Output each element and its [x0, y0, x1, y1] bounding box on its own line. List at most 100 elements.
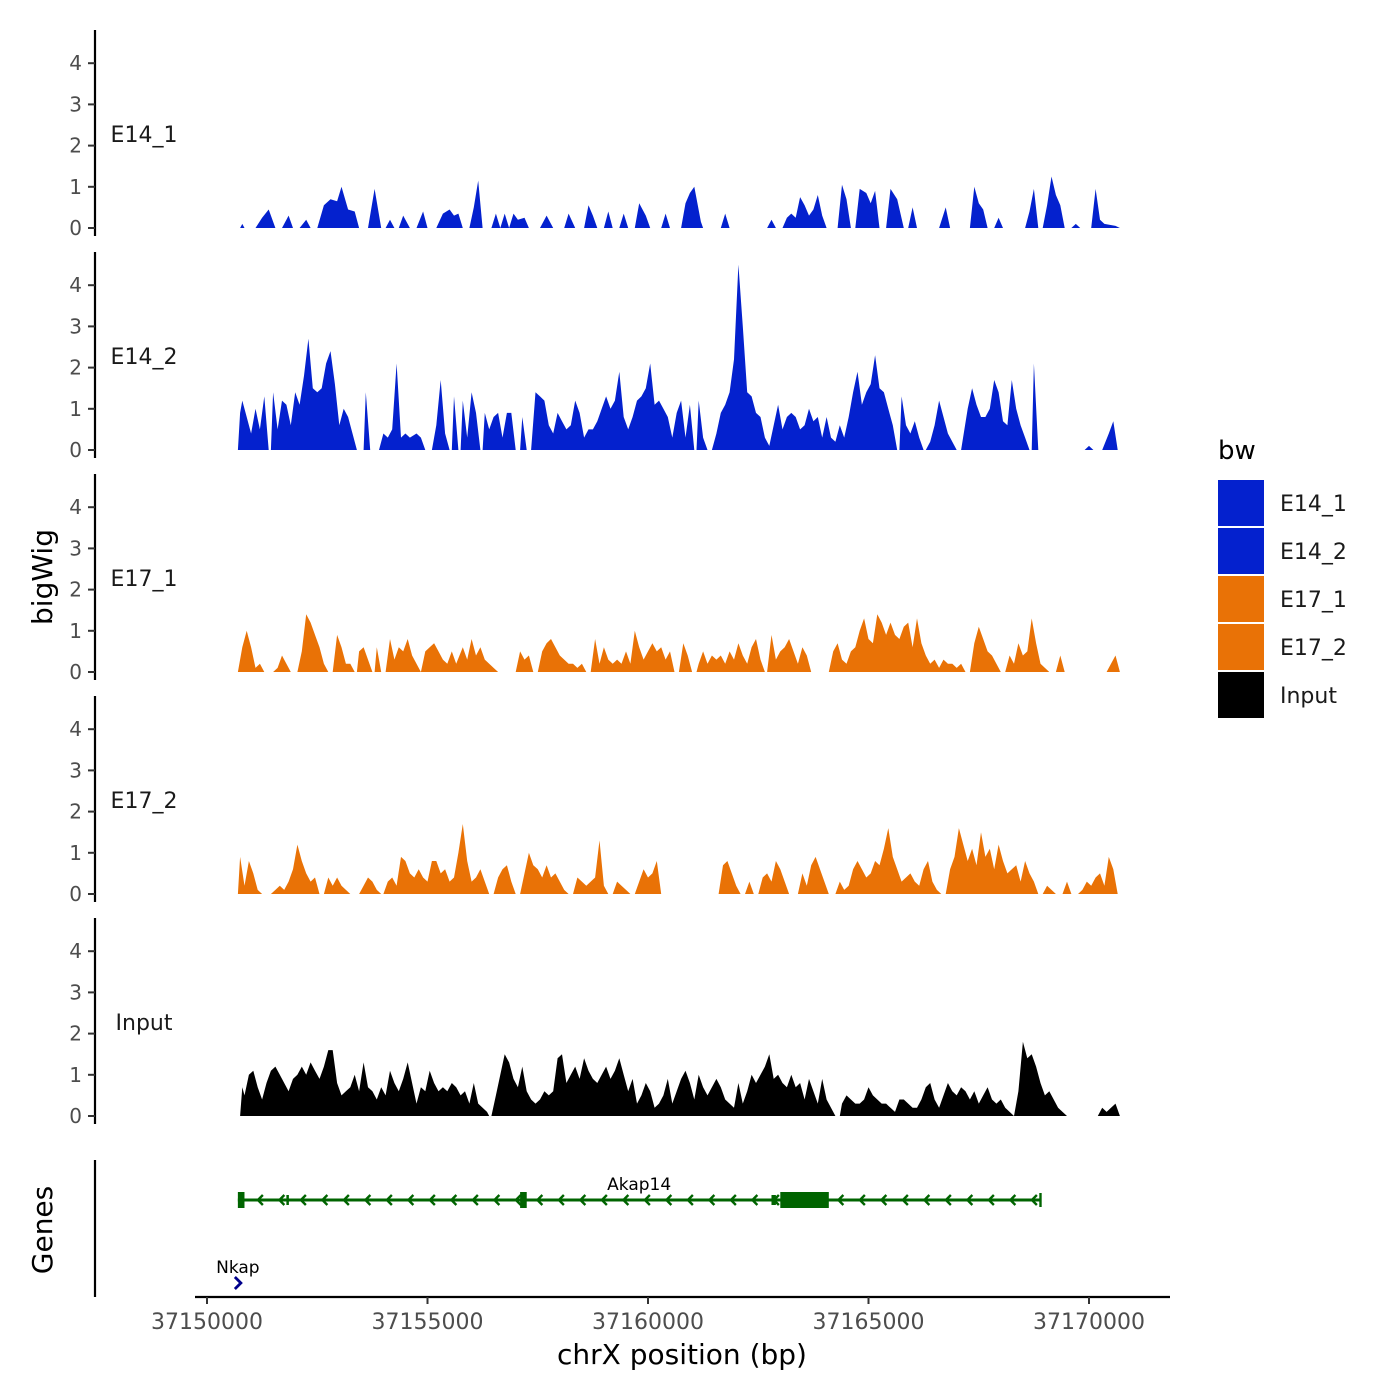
track-E14_2: 0 1 2 3 4 E14_2 — [69, 252, 1118, 462]
legend-label-E14_2: E14_2 — [1280, 540, 1347, 565]
y-tick-label-E14_1-0: 0 — [69, 216, 82, 240]
track-E17_2: 0 1 2 3 4 E17_2 — [69, 696, 1118, 906]
strand-arrow — [664, 1194, 673, 1206]
legend-swatch-E17_1 — [1218, 576, 1264, 622]
legend-title: bw — [1218, 436, 1256, 466]
strand-arrow — [256, 1194, 264, 1206]
strand-arrow — [922, 1194, 931, 1206]
exon-Akap14-2 — [520, 1192, 527, 1208]
strand-arrow — [514, 1194, 522, 1206]
track-label-E17_1: E17_1 — [111, 567, 178, 592]
strand-arrow — [428, 1194, 436, 1206]
genes-panel: Akap14 Nkap — [93, 1160, 1042, 1297]
track-label-E17_2: E17_2 — [111, 789, 178, 814]
x-tick-label-37150000: 37150000 — [151, 1310, 263, 1335]
strand-arrow — [858, 1194, 866, 1206]
x-tick-label-37165000: 37165000 — [813, 1310, 925, 1335]
strand-arrow — [643, 1194, 651, 1206]
x-tick-label-37155000: 37155000 — [372, 1310, 484, 1335]
y-tick-label-E14_1-4: 4 — [69, 51, 82, 75]
strand-arrow — [1030, 1194, 1038, 1206]
gene-label-Nkap: Nkap — [216, 1258, 259, 1278]
legend-label-E14_1: E14_1 — [1280, 492, 1347, 517]
y-tick-label-E14_2-2: 2 — [69, 356, 82, 380]
strand-arrow — [729, 1194, 737, 1206]
strand-arrow — [406, 1194, 415, 1206]
y-tick-label-Input-1: 1 — [69, 1063, 82, 1087]
y-tick-label-Input-3: 3 — [69, 980, 82, 1004]
y-tick-label-E17_1-3: 3 — [69, 536, 82, 560]
strand-arrow — [557, 1194, 565, 1206]
strand-arrow — [621, 1194, 630, 1206]
area-E14_2 — [237, 264, 1118, 450]
x-tick-label-37160000: 37160000 — [592, 1310, 704, 1335]
y-tick-label-E17_2-0: 0 — [69, 882, 82, 906]
bigwig-tracks: 0 1 2 3 4 E14_1 0 1 2 3 4 E14_2 0 1 2 3 4 E17_1 0 1 2 3 4 E17_2… — [69, 30, 1120, 1128]
y-tick-label-E17_2-1: 1 — [69, 841, 82, 865]
exon-Akap14-1 — [237, 1192, 245, 1208]
y-tick-label-E14_1-1: 1 — [69, 175, 82, 199]
y-tick-label-E17_2-3: 3 — [69, 758, 82, 782]
exon-Akap14-5 — [771, 1195, 776, 1205]
legend-swatch-Input — [1218, 672, 1264, 718]
strand-arrow — [836, 1194, 845, 1206]
gene-label-Akap14: Akap14 — [607, 1175, 671, 1195]
exon-Akap14-4 — [286, 1195, 289, 1205]
y-tick-label-Input-0: 0 — [69, 1104, 82, 1128]
y-axis-title: bigWig — [26, 529, 59, 625]
strand-arrow — [944, 1194, 952, 1206]
y-tick-label-E17_1-0: 0 — [69, 660, 82, 684]
strand-arrow — [471, 1194, 479, 1206]
strand-arrow — [277, 1194, 286, 1206]
track-label-E14_1: E14_1 — [111, 123, 178, 148]
x-tick-label-37170000: 37170000 — [1033, 1310, 1145, 1335]
strand-arrow — [686, 1194, 694, 1206]
track-E14_1: 0 1 2 3 4 E14_1 — [69, 30, 1120, 240]
y-tick-label-E17_1-4: 4 — [69, 495, 82, 519]
strand-arrow — [342, 1194, 350, 1206]
y-tick-label-E14_2-4: 4 — [69, 273, 82, 297]
strand-arrow — [492, 1194, 501, 1206]
y-tick-label-E14_1-2: 2 — [69, 134, 82, 158]
strand-arrow — [320, 1194, 329, 1206]
area-E17_2 — [237, 824, 1118, 894]
gene-Nkap: Nkap — [216, 1258, 260, 1290]
strand-arrow — [987, 1194, 995, 1206]
strand-arrow — [901, 1194, 909, 1206]
y-tick-label-Input-4: 4 — [69, 939, 82, 963]
strand-arrow — [879, 1194, 888, 1206]
strand-arrow — [535, 1194, 544, 1206]
genes-axis-title: Genes — [26, 1186, 59, 1274]
legend-swatch-E17_2 — [1218, 624, 1264, 670]
strand-arrow — [965, 1194, 974, 1206]
strand-arrow — [1008, 1194, 1017, 1206]
strand-arrow — [600, 1194, 608, 1206]
y-tick-label-E14_1-3: 3 — [69, 92, 82, 116]
legend: bw E14_1 E14_2 E17_1 E17_2 Input — [1218, 436, 1347, 718]
track-Input: 0 1 2 3 4 Input — [69, 918, 1120, 1128]
legend-label-E17_2: E17_2 — [1280, 636, 1347, 661]
track-E17_1: 0 1 2 3 4 E17_1 — [69, 474, 1120, 684]
strand-arrow — [750, 1194, 759, 1206]
y-tick-label-E14_2-0: 0 — [69, 438, 82, 462]
x-axis-title: chrX position (bp) — [557, 1338, 807, 1371]
area-E14_1 — [240, 176, 1120, 228]
y-tick-label-E14_2-3: 3 — [69, 314, 82, 338]
exon-Akap14-3 — [780, 1192, 829, 1208]
y-tick-label-E17_2-4: 4 — [69, 717, 82, 741]
x-axis: 37150000 37155000 37160000 37165000 37170000 — [151, 1295, 1170, 1335]
gene-Akap14: Akap14 — [237, 1175, 1042, 1208]
y-tick-label-E14_2-1: 1 — [69, 397, 82, 421]
strand-arrow — [363, 1194, 372, 1206]
area-E17_1 — [237, 614, 1120, 672]
strand-arrow-Nkap — [233, 1276, 243, 1290]
strand-arrow — [385, 1194, 393, 1206]
legend-swatch-E14_1 — [1218, 480, 1264, 526]
legend-label-Input: Input — [1280, 684, 1337, 709]
y-tick-label-Input-2: 2 — [69, 1022, 82, 1046]
area-Input — [240, 1041, 1120, 1116]
strand-arrow — [299, 1194, 307, 1206]
strand-arrow — [578, 1194, 587, 1206]
y-tick-label-E17_1-1: 1 — [69, 619, 82, 643]
